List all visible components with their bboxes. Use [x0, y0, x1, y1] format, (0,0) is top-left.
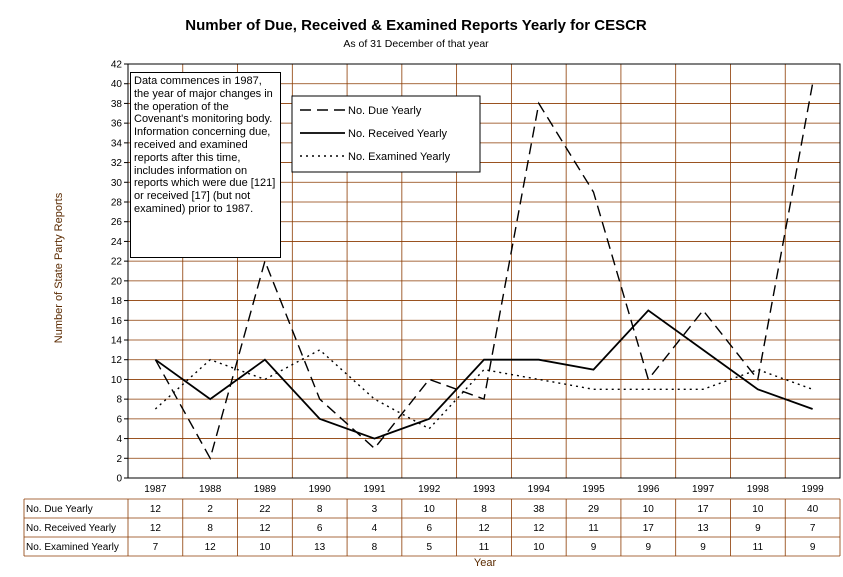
y-tick-label: 42 [111, 60, 123, 71]
legend: No. Due Yearly No. Received Yearly No. Exa… [291, 95, 481, 173]
table-cell: 11 [753, 542, 764, 553]
x-axis-label: Year [474, 557, 497, 569]
table-cell: 12 [205, 542, 217, 553]
table-cell: 7 [153, 542, 159, 553]
table-cell: 9 [755, 523, 761, 534]
gridlines [127, 63, 841, 479]
table-cell: 4 [372, 523, 378, 534]
y-tick-label: 20 [111, 276, 123, 287]
x-tick-label: 1987 [144, 484, 167, 495]
x-tick-label: 1990 [309, 484, 332, 495]
y-tick-label: 40 [111, 79, 123, 90]
data-table: No. Due Yearly 12 2 22 8 3 10 8 38 29 10 17 10 40No. … [23, 498, 841, 557]
x-tick-label: 1995 [582, 484, 605, 495]
y-tick-label: 22 [111, 257, 123, 268]
x-tick-label: 1993 [473, 484, 496, 495]
x-tick-label: 1999 [801, 484, 824, 495]
legend-box [291, 95, 481, 173]
table-cell: 9 [810, 542, 816, 553]
series-lines [154, 83, 814, 461]
y-tick-label: 16 [111, 316, 123, 327]
chart-title: Number of Due, Received & Examined Repor… [185, 17, 647, 34]
x-tick-label: 1994 [528, 484, 551, 495]
table-cell: 2 [207, 504, 213, 515]
table-cell: 6 [426, 523, 432, 534]
table-cell: 10 [752, 504, 764, 515]
y-tick-label: 2 [116, 454, 122, 465]
x-tick-label: 1992 [418, 484, 441, 495]
table-cell: 13 [698, 523, 710, 534]
y-tick-label: 14 [111, 336, 123, 347]
y-tick-label: 24 [111, 237, 123, 248]
table-cell: 13 [314, 542, 326, 553]
table-cell: 8 [481, 504, 487, 515]
table-cell: 3 [372, 504, 378, 515]
table-cell: 11 [588, 523, 599, 534]
legend-label: No. Due Yearly [348, 105, 422, 117]
table-cell: 40 [807, 504, 819, 515]
y-tick-label: 36 [111, 119, 123, 130]
table-cell: 38 [533, 504, 545, 515]
annotation-note: Data commences in 1987, the year of majo… [130, 72, 281, 258]
table-cell: 7 [810, 523, 816, 534]
table-cell: 8 [317, 504, 323, 515]
y-tick-label: 10 [111, 375, 123, 386]
legend-label: No. Examined Yearly [348, 151, 451, 163]
table-row-label: No. Due Yearly [26, 504, 93, 515]
y-tick-label: 34 [111, 138, 123, 149]
y-tick-label: 12 [111, 355, 123, 366]
y-tick-label: 18 [111, 296, 123, 307]
table-cell: 17 [698, 504, 710, 515]
table-cell: 12 [533, 523, 545, 534]
y-tick-label: 38 [111, 99, 123, 110]
x-axis-ticks: 1987 1988 1989 1990 1991 1992 1993 1994 1995 1996… [144, 484, 824, 495]
y-tick-label: 6 [116, 414, 122, 425]
table-cell: 17 [643, 523, 655, 534]
y-tick-label: 4 [116, 434, 122, 445]
x-tick-label: 1997 [692, 484, 715, 495]
table-cell: 9 [700, 542, 706, 553]
series-line-solid [154, 309, 813, 440]
table-cell: 6 [317, 523, 323, 534]
y-axis-label: Number of State Party Reports [53, 192, 65, 343]
table-cell: 8 [207, 523, 213, 534]
table-cell: 12 [150, 504, 162, 515]
table-cell: 12 [259, 523, 271, 534]
table-cell: 5 [426, 542, 432, 553]
table-row-label: No. Examined Yearly [26, 542, 119, 553]
x-tick-label: 1998 [747, 484, 770, 495]
y-tick-label: 32 [111, 158, 123, 169]
y-tick-label: 28 [111, 198, 123, 209]
table-cell: 10 [643, 504, 655, 515]
y-tick-label: 8 [116, 395, 122, 406]
table-cell: 12 [150, 523, 162, 534]
table-cell: 12 [478, 523, 490, 534]
x-tick-label: 1996 [637, 484, 660, 495]
table-row-label: No. Received Yearly [26, 523, 116, 534]
table-cell: 9 [591, 542, 597, 553]
plot-frame [127, 63, 841, 479]
table-cell: 29 [588, 504, 600, 515]
y-tick-label: 30 [111, 178, 123, 189]
y-tick-label: 0 [116, 474, 122, 485]
table-cell: 10 [533, 542, 545, 553]
table-cell: 10 [259, 542, 271, 553]
table-cell: 10 [424, 504, 436, 515]
table-cell: 8 [372, 542, 378, 553]
legend-label: No. Received Yearly [348, 128, 448, 140]
chart-subtitle: As of 31 December of that year [343, 38, 489, 50]
x-tick-label: 1988 [199, 484, 222, 495]
series-line-dotted [154, 349, 813, 430]
table-cell: 9 [646, 542, 652, 553]
x-tick-label: 1989 [254, 484, 277, 495]
table-cell: 22 [259, 504, 271, 515]
x-tick-label: 1991 [363, 484, 386, 495]
table-cell: 11 [479, 542, 490, 553]
y-tick-label: 26 [111, 217, 123, 228]
annotation-text: Data commences in 1987, the year of majo… [134, 75, 276, 215]
